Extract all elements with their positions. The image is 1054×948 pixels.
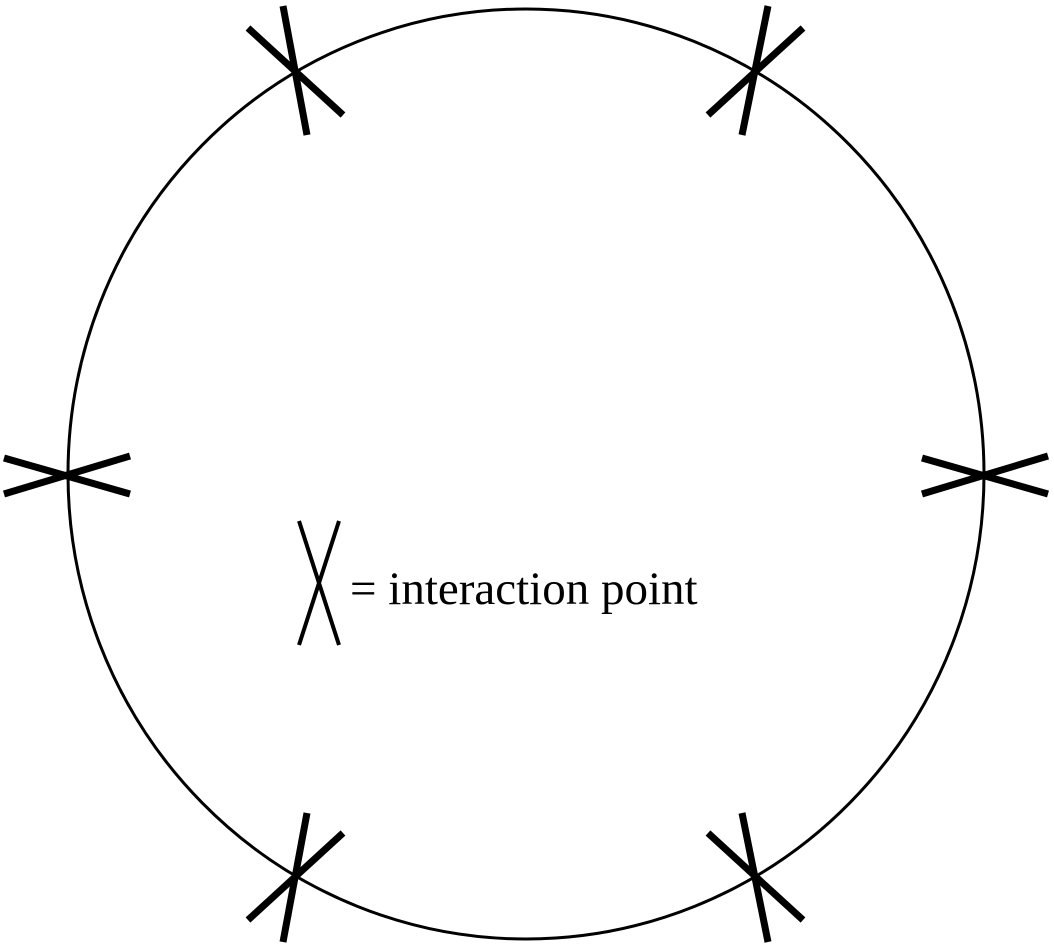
- interaction-point-top-right: [705, 5, 806, 136]
- beam-crossing-line: [245, 830, 346, 923]
- beam-crossing-line: [705, 25, 806, 118]
- interaction-point-bottom-left: [245, 812, 346, 943]
- beam-crossing-line: [245, 25, 346, 118]
- interaction-point-bottom-right: [705, 812, 806, 943]
- crossing-beams-icon: [297, 520, 341, 646]
- interaction-point-right: [920, 452, 1050, 498]
- interaction-point-left: [2, 452, 132, 498]
- legend: = interaction point: [297, 520, 698, 646]
- beam-crossing-line: [920, 452, 1050, 498]
- legend-label: = interaction point: [350, 563, 698, 615]
- beam-crossing-line: [705, 830, 806, 923]
- interaction-point-top-left: [245, 5, 346, 136]
- accelerator-ring: [66, 7, 986, 941]
- beam-crossing-line: [2, 452, 132, 498]
